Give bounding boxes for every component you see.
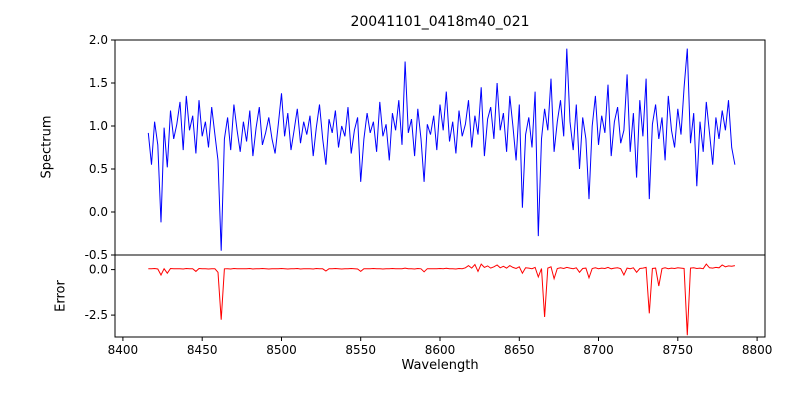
x-tick-label: 8650 xyxy=(504,343,535,357)
axes-spine xyxy=(114,254,766,338)
axes-spine xyxy=(114,39,766,256)
y-tick-label: 1.5 xyxy=(89,76,108,90)
y-tick-label: 1.0 xyxy=(89,119,108,133)
x-tick-label: 8500 xyxy=(266,343,297,357)
x-tick-label: 8750 xyxy=(663,343,694,357)
x-tick-label: 8600 xyxy=(425,343,456,357)
y-tick-label: -0.5 xyxy=(85,248,108,262)
x-tick-label: 8450 xyxy=(187,343,218,357)
x-tick-label: 8550 xyxy=(345,343,376,357)
x-tick-label: 8700 xyxy=(583,343,614,357)
y-tick-label: 0.5 xyxy=(89,162,108,176)
y-tick-label: 0.0 xyxy=(89,263,108,277)
chart-title: 20041101_0418m40_021 xyxy=(350,14,530,30)
y-tick-label: 2.0 xyxy=(89,33,108,47)
error-line xyxy=(148,263,736,336)
x-axis-label: Wavelength xyxy=(401,358,479,373)
spectrum-line xyxy=(147,48,736,251)
x-tick-label: 8400 xyxy=(108,343,139,357)
x-tick-label: 8800 xyxy=(742,343,773,357)
y-tick-label: 0.0 xyxy=(89,205,108,219)
y-tick-label: -2.5 xyxy=(85,308,108,322)
